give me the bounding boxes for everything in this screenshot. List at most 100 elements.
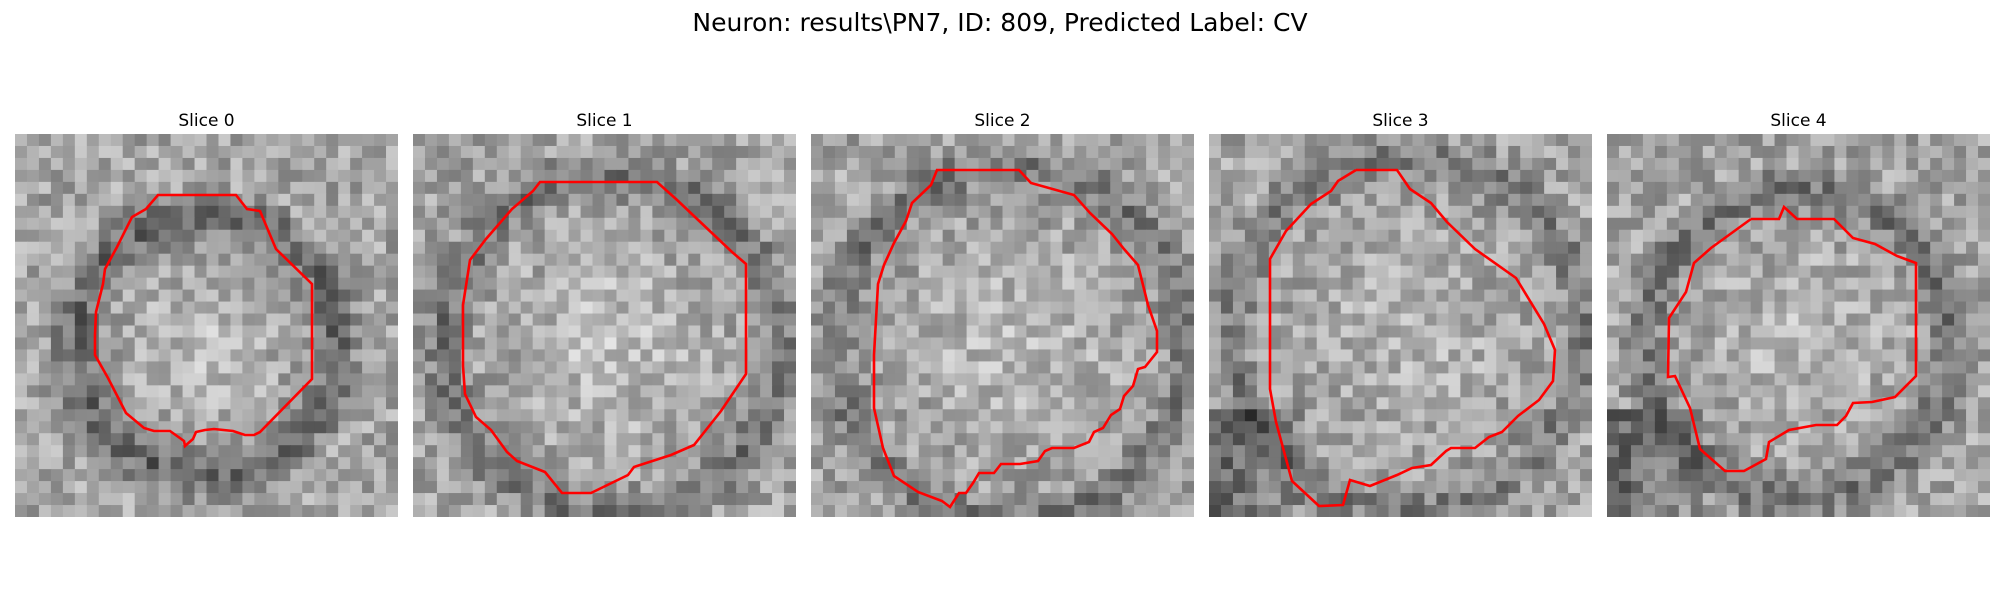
pixel xyxy=(1472,325,1485,339)
pixel xyxy=(254,253,267,267)
pixel xyxy=(1256,265,1270,279)
pixel xyxy=(1834,181,1847,195)
pixel xyxy=(1002,445,1016,458)
pixel xyxy=(1376,385,1390,398)
pixel xyxy=(628,313,642,327)
pixel xyxy=(930,241,944,255)
pixel xyxy=(110,457,124,470)
pixel xyxy=(822,457,836,470)
pixel xyxy=(134,134,148,147)
pixel xyxy=(1496,421,1509,434)
pixel xyxy=(362,481,375,494)
pixel xyxy=(811,349,824,363)
pixel xyxy=(338,169,351,183)
pixel xyxy=(350,469,363,482)
pixel xyxy=(592,229,606,243)
pixel xyxy=(122,193,136,207)
pixel xyxy=(724,505,737,517)
pixel xyxy=(1182,505,1194,517)
pixel xyxy=(266,265,279,279)
pixel xyxy=(628,505,642,517)
pixel xyxy=(338,265,351,279)
pixel xyxy=(978,457,992,470)
pixel xyxy=(748,481,761,494)
pixel xyxy=(580,397,594,410)
pixel xyxy=(736,385,749,398)
pixel xyxy=(1376,445,1390,458)
pixel xyxy=(942,433,956,446)
pixel xyxy=(1532,493,1545,506)
pixel xyxy=(811,397,824,410)
pixel xyxy=(1182,325,1194,339)
pixel xyxy=(1738,373,1752,386)
pixel xyxy=(1978,253,1990,267)
pixel xyxy=(1580,229,1592,243)
pixel xyxy=(1954,157,1967,171)
pixel xyxy=(930,373,944,386)
pixel xyxy=(568,265,582,279)
pixel xyxy=(1460,397,1473,410)
pixel xyxy=(1532,157,1545,171)
pixel xyxy=(1448,361,1461,374)
pixel xyxy=(266,505,279,517)
pixel xyxy=(1209,181,1222,195)
pixel xyxy=(1630,253,1644,267)
pixel xyxy=(218,409,232,422)
pixel xyxy=(1930,241,1943,255)
pixel xyxy=(146,337,160,351)
pixel xyxy=(712,373,725,386)
pixel xyxy=(966,265,980,279)
pixel xyxy=(1930,217,1943,231)
pixel xyxy=(1642,145,1656,159)
pixel xyxy=(194,205,208,219)
pixel xyxy=(484,445,498,458)
pixel xyxy=(1654,181,1668,195)
pixel xyxy=(472,493,486,506)
pixel xyxy=(472,301,486,315)
pixel xyxy=(326,337,339,351)
pixel xyxy=(604,145,618,159)
pixel xyxy=(1532,193,1545,207)
pixel xyxy=(1978,157,1990,171)
pixel xyxy=(1050,469,1063,482)
pixel xyxy=(736,445,749,458)
pixel xyxy=(62,493,76,506)
pixel xyxy=(170,349,184,363)
pixel xyxy=(1292,409,1306,422)
pixel xyxy=(894,337,908,351)
pixel xyxy=(1388,241,1402,255)
pixel xyxy=(122,253,136,267)
pixel xyxy=(254,337,267,351)
pixel xyxy=(1424,385,1438,398)
pixel xyxy=(86,409,100,422)
pixel xyxy=(1256,289,1270,303)
pixel xyxy=(1400,253,1414,267)
pixel xyxy=(1400,445,1414,458)
pixel xyxy=(1798,145,1812,159)
pixel xyxy=(62,469,76,482)
pixel xyxy=(870,145,884,159)
pixel xyxy=(158,493,172,506)
pixel xyxy=(448,397,462,410)
pixel xyxy=(724,241,737,255)
pixel xyxy=(1182,134,1194,147)
pixel xyxy=(1146,205,1159,219)
pixel xyxy=(834,301,848,315)
pixel xyxy=(230,349,244,363)
pixel xyxy=(508,325,522,339)
pixel xyxy=(1328,157,1342,171)
pixel xyxy=(1714,361,1728,374)
pixel xyxy=(1762,409,1776,422)
pixel xyxy=(413,433,426,446)
pixel xyxy=(1122,157,1135,171)
pixel xyxy=(918,134,932,147)
pixel xyxy=(62,301,76,315)
pixel xyxy=(1690,337,1704,351)
pixel xyxy=(1774,385,1788,398)
pixel xyxy=(616,277,630,291)
pixel xyxy=(652,361,665,374)
pixel xyxy=(496,181,510,195)
pixel xyxy=(1966,157,1979,171)
pixel xyxy=(158,349,172,363)
pixel xyxy=(1014,265,1028,279)
